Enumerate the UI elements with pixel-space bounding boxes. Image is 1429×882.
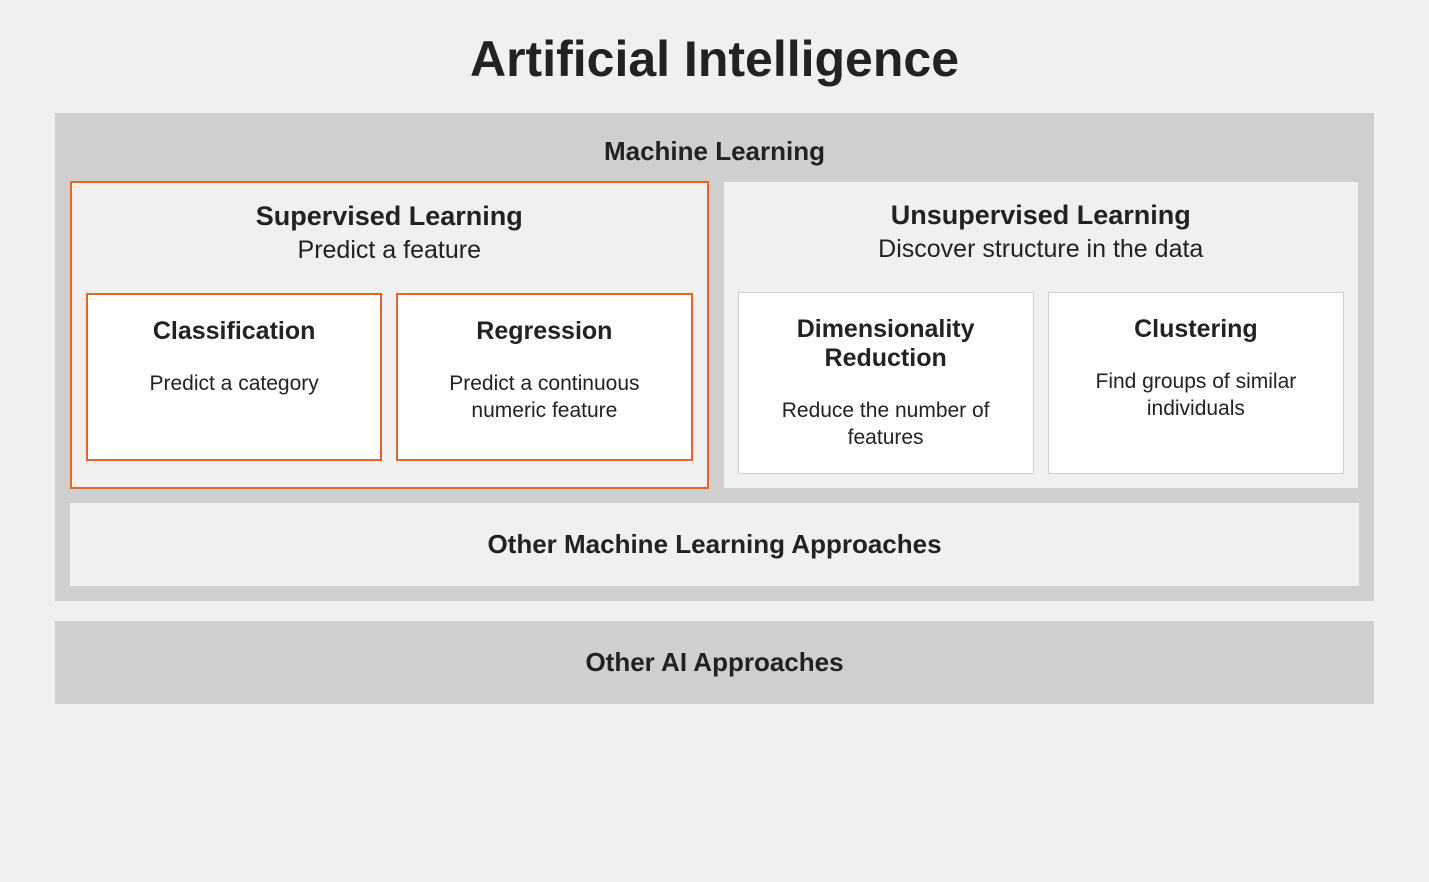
supervised-subtitle: Predict a feature: [86, 236, 693, 265]
ml-container: Machine Learning Supervised Learning Pre…: [55, 113, 1374, 601]
ml-title: Machine Learning: [70, 128, 1359, 181]
clustering-box: Clustering Find groups of similar indivi…: [1048, 292, 1344, 474]
page-title: Artificial Intelligence: [55, 30, 1374, 88]
supervised-items: Classification Predict a category Regres…: [86, 293, 693, 461]
unsupervised-box: Unsupervised Learning Discover structure…: [723, 181, 1360, 489]
other-ai-box: Other AI Approaches: [55, 621, 1374, 704]
unsupervised-header: Unsupervised Learning Discover structure…: [738, 200, 1345, 264]
supervised-header: Supervised Learning Predict a feature: [86, 201, 693, 265]
dimensionality-box: Dimensionality Reduction Reduce the numb…: [738, 292, 1034, 474]
classification-title: Classification: [104, 317, 364, 346]
clustering-title: Clustering: [1065, 315, 1327, 344]
learning-row: Supervised Learning Predict a feature Cl…: [70, 181, 1359, 489]
classification-box: Classification Predict a category: [86, 293, 382, 461]
regression-box: Regression Predict a continuous numeric …: [396, 293, 692, 461]
regression-title: Regression: [414, 317, 674, 346]
dimensionality-title: Dimensionality Reduction: [755, 315, 1017, 373]
unsupervised-subtitle: Discover structure in the data: [738, 235, 1345, 264]
classification-desc: Predict a category: [104, 370, 364, 397]
unsupervised-items: Dimensionality Reduction Reduce the numb…: [738, 292, 1345, 474]
clustering-desc: Find groups of similar individuals: [1065, 368, 1327, 423]
regression-desc: Predict a continuous numeric feature: [414, 370, 674, 425]
supervised-box: Supervised Learning Predict a feature Cl…: [70, 181, 709, 489]
other-ml-box: Other Machine Learning Approaches: [70, 503, 1359, 586]
unsupervised-title: Unsupervised Learning: [738, 200, 1345, 231]
supervised-title: Supervised Learning: [86, 201, 693, 232]
dimensionality-desc: Reduce the number of features: [755, 397, 1017, 452]
